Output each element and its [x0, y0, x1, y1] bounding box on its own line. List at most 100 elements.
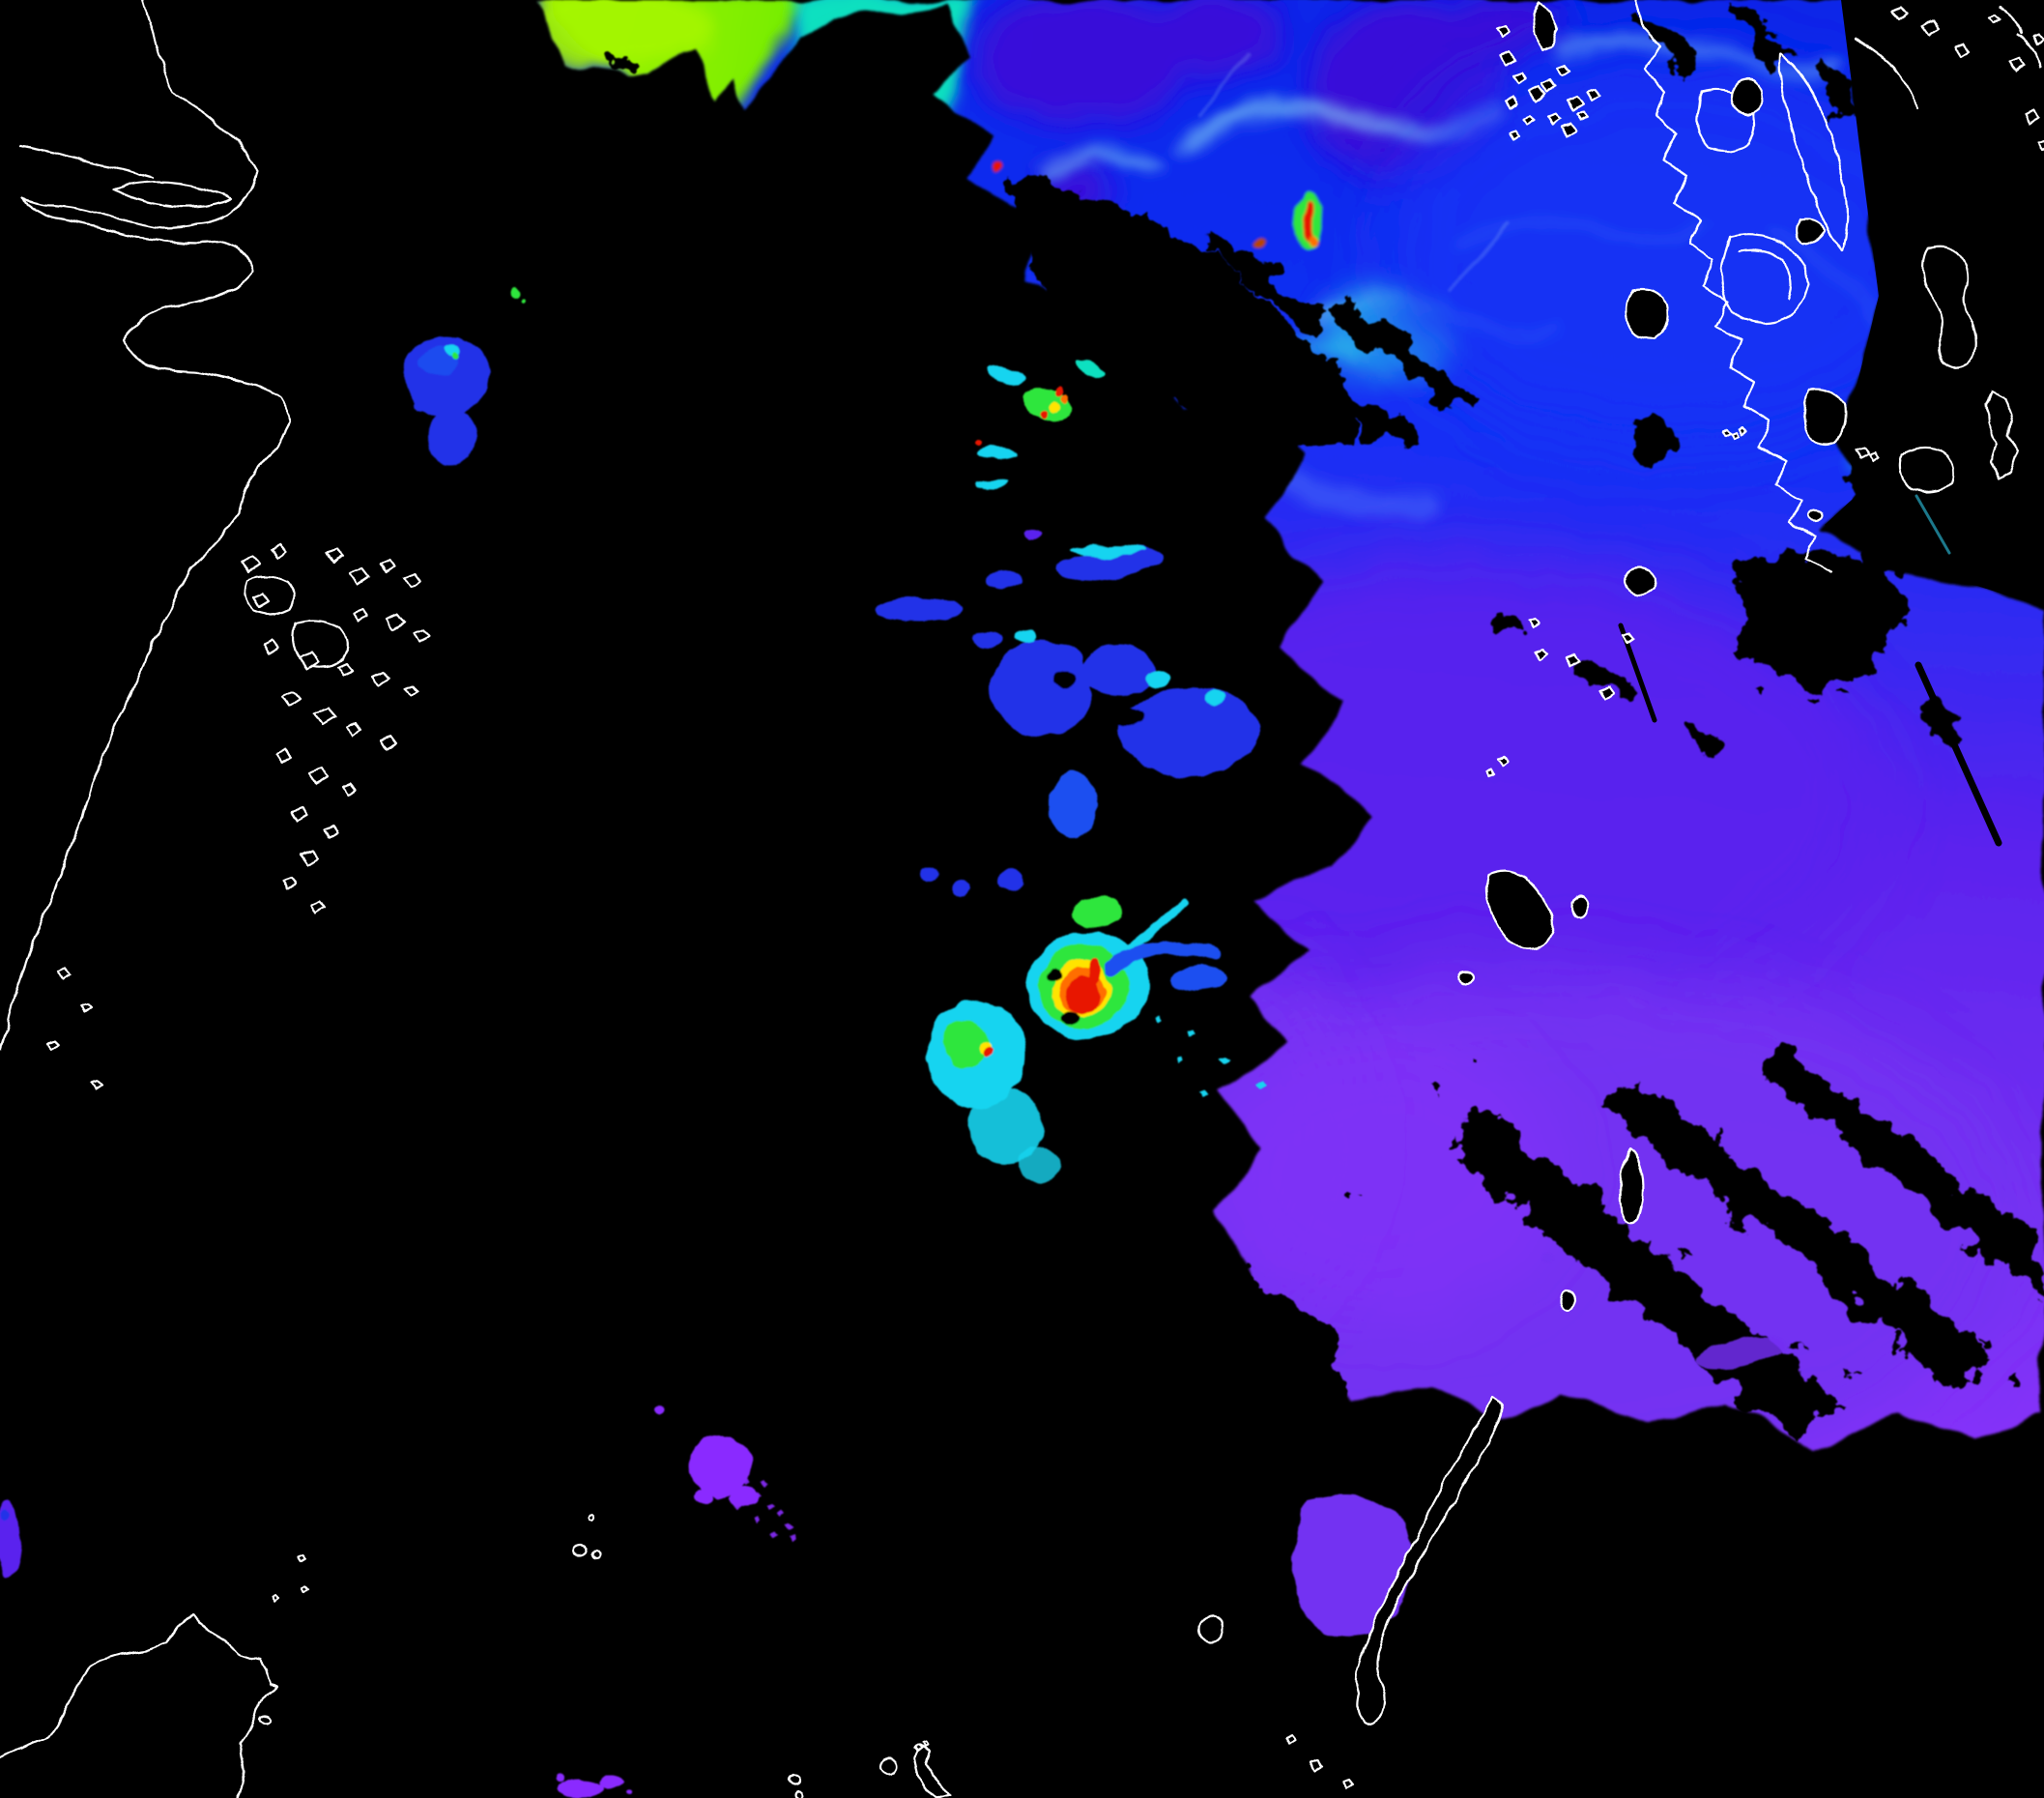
blue-bit: [972, 629, 1003, 647]
cloud-finger: [1204, 232, 1334, 336]
okinawa-purple-patch: [1292, 1494, 1413, 1638]
blue-strip: [1056, 546, 1163, 581]
amakusa-inner-line: [1738, 248, 1793, 300]
coastal-dots: [270, 1552, 310, 1604]
red-dot: [1040, 410, 1048, 418]
islet-ring: [788, 1773, 801, 1786]
okinawa-island-chain: [1355, 1395, 1504, 1726]
hotspot-red-dot: [992, 162, 999, 170]
cloud-bite: [1491, 608, 1524, 629]
violet-dot: [1023, 530, 1039, 541]
koshikijima-lower: [1803, 388, 1846, 447]
green-band-core: [536, 0, 710, 68]
cloud-intrusion-central: [1012, 172, 1355, 445]
left-edge-patch: [0, 1500, 20, 1578]
cloud-slash-small: [1522, 1153, 1609, 1225]
blue-bit: [988, 570, 1022, 590]
blue-speck: [998, 870, 1022, 893]
scan-streak-line: [1196, 52, 1253, 117]
cloud-finger: [1633, 0, 1701, 81]
black-gap: [1113, 708, 1144, 727]
kerama-islet: [1197, 1613, 1224, 1644]
hirado-ring-islet: [1730, 77, 1765, 116]
cyan-accent: [1015, 629, 1038, 643]
chongming-island: [112, 181, 234, 209]
zhoushan-islet-field: [240, 543, 431, 915]
island-outline-west: [1625, 287, 1670, 340]
kyushu-coast: [1495, 0, 2044, 574]
cloud-hole: [611, 50, 642, 70]
islet-dots: [913, 1740, 930, 1754]
cyan-accent: [1206, 692, 1225, 704]
islet-ring: [878, 1756, 900, 1776]
yangtze-north-branch: [19, 143, 155, 180]
west-red-dot: [983, 1049, 993, 1058]
zhoushan-islands: [46, 543, 431, 1090]
south-islets: [570, 1513, 952, 1798]
scan-streak-line: [1448, 221, 1510, 291]
purple-dot: [657, 1405, 667, 1414]
cloud-hole: [910, 83, 936, 101]
purple-cluster-sub: [731, 1487, 758, 1506]
corner-squiggle: [1999, 6, 2043, 70]
blue-blob: [1082, 644, 1156, 694]
cyan-trail: [978, 478, 1009, 488]
green-speck: [521, 298, 527, 304]
black-hole: [1047, 969, 1060, 980]
red-speck: [975, 438, 983, 446]
purple-wisp: [1693, 1335, 1786, 1372]
cyan-edge: [1071, 545, 1148, 555]
red-dot: [1054, 386, 1064, 395]
swirl: [1036, 149, 1164, 178]
southern-islet-dots: [1283, 1733, 1355, 1790]
blue-patch: [427, 408, 475, 466]
islet-ring: [570, 1543, 590, 1556]
islet-ring: [590, 1549, 602, 1560]
tokara-islet: [1558, 1289, 1577, 1312]
koshikijima-upper: [1796, 218, 1827, 246]
central-hotspot-cluster: [922, 867, 1267, 1184]
cyan-accent: [1144, 671, 1171, 686]
danjo-islet-rings: [1484, 616, 1634, 778]
bloom-band-north: [536, 0, 810, 111]
green-band-holes: [583, 50, 936, 150]
blue-speck: [922, 867, 937, 883]
blue-speck: [952, 880, 971, 899]
cloud-blob-sw: [1173, 1232, 1345, 1421]
minor-hotspot-center: [975, 358, 1105, 488]
amakusa-islands: [1720, 233, 1811, 324]
yellow-dot: [1048, 400, 1059, 412]
tanegashima-island: [1985, 390, 2020, 480]
green-speck: [510, 288, 520, 298]
black-gap: [1053, 671, 1077, 686]
southwest-coast: [0, 1552, 310, 1798]
cloud-finger: [1258, 325, 1421, 456]
cloud-finger: [1809, 58, 1856, 116]
bottom-purple-dot: [555, 1775, 562, 1783]
island-chain: [912, 1744, 952, 1798]
coastal-islet: [257, 1715, 273, 1726]
kyushu-west-coast: [1634, 0, 1833, 574]
west-green-core: [944, 1019, 989, 1069]
left-edge-islets: [46, 967, 103, 1090]
hotspot-red-streak: [1088, 959, 1102, 982]
hotspot-red-core: [1066, 974, 1101, 1013]
cloud-bite: [1578, 658, 1630, 695]
green-fleck: [453, 351, 461, 359]
purple-cluster-main: [689, 1436, 751, 1495]
china-coast-north: [0, 0, 292, 1051]
kagoshima-bay: [1921, 246, 1977, 369]
blue-bit: [1048, 772, 1098, 836]
central-blue-patches: [875, 530, 1258, 836]
zhoushan-large-island: [243, 575, 296, 616]
scratch-line-cyan: [1914, 494, 1951, 555]
ryukyu-islands: [1197, 218, 2020, 1790]
amami-island: [1485, 870, 1554, 950]
bottom-purple-speck: [557, 1779, 603, 1798]
cyan-tail: [968, 1088, 1042, 1165]
cloud-slash-se2: [1602, 1071, 1991, 1390]
cloud-slash-small: [1853, 1115, 1916, 1167]
cloud-finger: [1728, 0, 1788, 64]
